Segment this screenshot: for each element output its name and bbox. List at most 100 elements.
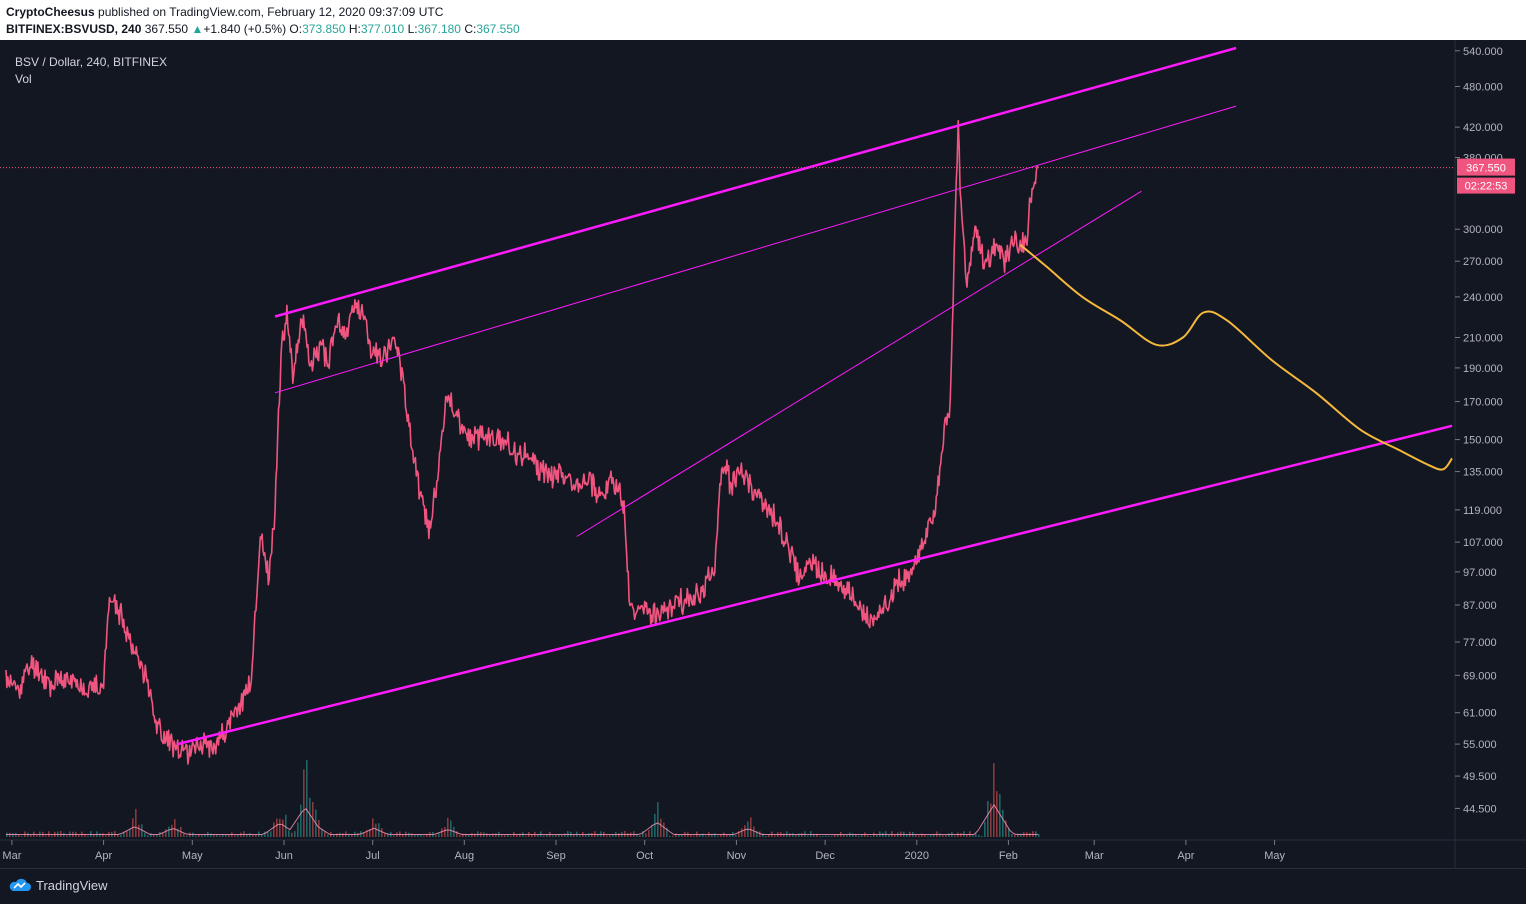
volume-bar <box>459 835 461 837</box>
volume-layer <box>6 760 1040 837</box>
volume-bar <box>735 835 737 837</box>
volume-bar <box>819 835 821 837</box>
chart-area[interactable]: 540.000 480.000 420.000 380.000 300.000 270.0… <box>0 40 1526 868</box>
volume-bar <box>468 834 470 837</box>
price-change: +1.840 (+0.5%) <box>203 22 287 36</box>
price-chart[interactable]: 540.000480.000420.000380.000300.000270.0… <box>0 40 1526 868</box>
volume-bar <box>558 833 560 837</box>
volume-bar <box>756 830 758 837</box>
volume-bar <box>645 833 647 837</box>
volume-bar <box>678 835 680 837</box>
time-tick-label: Sep <box>546 850 566 862</box>
volume-bar <box>1017 833 1019 837</box>
volume-bar <box>978 835 980 837</box>
trendline-lower[interactable] <box>177 424 1453 746</box>
volume-bar <box>105 835 107 837</box>
brand[interactable]: TradingView <box>8 877 108 893</box>
price-tick-label: 190.000 <box>1463 363 1503 375</box>
projection-layer <box>1019 244 1453 471</box>
volume-bar <box>93 834 95 837</box>
volume-bar <box>168 826 170 837</box>
legend-volume[interactable]: Vol <box>15 72 32 86</box>
volume-bar <box>387 833 389 837</box>
author-name[interactable]: CryptoCheesus <box>6 5 95 19</box>
volume-bar <box>327 834 329 837</box>
volume-bar <box>597 833 599 837</box>
volume-bar <box>321 829 323 837</box>
volume-bar <box>234 835 236 837</box>
volume-bar <box>750 817 752 837</box>
volume-bar <box>846 834 848 837</box>
time-tick-label: Apr <box>95 850 112 862</box>
volume-bar <box>672 835 674 837</box>
volume-bar <box>123 831 125 837</box>
volume-bar <box>690 835 692 837</box>
volume-bar <box>555 834 557 837</box>
volume-bar <box>291 832 293 837</box>
price-axis[interactable]: 540.000480.000420.000380.000300.000270.0… <box>1455 46 1503 816</box>
volume-bar <box>144 832 146 837</box>
volume-bar <box>1020 833 1022 837</box>
volume-bar <box>858 835 860 837</box>
volume-bar <box>393 835 395 837</box>
volume-bar <box>960 833 962 837</box>
volume-bar <box>906 834 908 837</box>
time-axis[interactable]: Mar Apr May Jun Jul Aug Sep Oct Nov Dec 2020 Feb Mar… <box>2 840 1285 862</box>
volume-bar <box>270 831 272 837</box>
volume-bar <box>651 824 653 837</box>
volume-bar <box>423 835 425 837</box>
volume-bar <box>255 835 257 837</box>
volume-bar <box>117 834 119 837</box>
volume-bar <box>153 834 155 837</box>
volume-bar <box>702 833 704 837</box>
open-label: O: <box>289 22 303 36</box>
trendline-rising[interactable] <box>576 190 1142 537</box>
volume-bar <box>495 833 497 837</box>
price-tick-label: 210.000 <box>1463 333 1503 345</box>
price-tick-label: 135.000 <box>1463 467 1503 479</box>
volume-bar <box>762 833 764 837</box>
volume-bar <box>993 763 995 837</box>
price-tick-label: 540.000 <box>1463 46 1503 58</box>
volume-bar <box>744 825 746 837</box>
price-tick-label: 240.000 <box>1463 292 1503 304</box>
volume-bar <box>945 835 947 837</box>
time-tick-label: Jul <box>366 850 380 862</box>
close-value: 367.550 <box>476 22 520 36</box>
volume-bar <box>216 834 218 837</box>
countdown-tag: 02:22:53 <box>1465 181 1508 193</box>
volume-bar <box>219 835 221 837</box>
volume-bar <box>411 833 413 837</box>
volume-bar <box>705 835 707 837</box>
trendline-layer[interactable] <box>177 46 1453 746</box>
volume-bar <box>462 833 464 837</box>
volume-bar <box>486 833 488 837</box>
volume-bar <box>975 833 977 837</box>
low-value: 367.180 <box>417 22 461 36</box>
time-tick-label: Mar <box>1085 850 1104 862</box>
volume-bar <box>741 828 743 837</box>
volume-bar <box>825 835 827 837</box>
volume-bar <box>201 835 203 837</box>
volume-bar <box>297 822 299 837</box>
trendline-upper[interactable] <box>274 46 1237 318</box>
volume-bar <box>612 834 614 837</box>
chart-legend: BSV / Dollar, 240, BITFINEX Vol <box>15 54 167 88</box>
trendline-mid[interactable] <box>274 105 1237 394</box>
volume-bar <box>174 819 176 837</box>
price-tick-label: 150.000 <box>1463 435 1503 447</box>
volume-bar <box>525 835 527 837</box>
volume-bar <box>384 833 386 837</box>
volume-bar <box>693 835 695 837</box>
legend-title[interactable]: BSV / Dollar, 240, BITFINEX <box>15 55 168 69</box>
volume-bar <box>759 831 761 837</box>
time-tick-label: Apr <box>1177 850 1194 862</box>
open-value: 373.850 <box>302 22 346 36</box>
volume-bar <box>660 818 662 837</box>
volume-bar <box>204 833 206 837</box>
volume-bar <box>531 834 533 837</box>
volume-bar <box>789 833 791 837</box>
volume-bar <box>372 818 374 837</box>
volume-bar <box>363 832 365 837</box>
volume-bar <box>237 834 239 837</box>
